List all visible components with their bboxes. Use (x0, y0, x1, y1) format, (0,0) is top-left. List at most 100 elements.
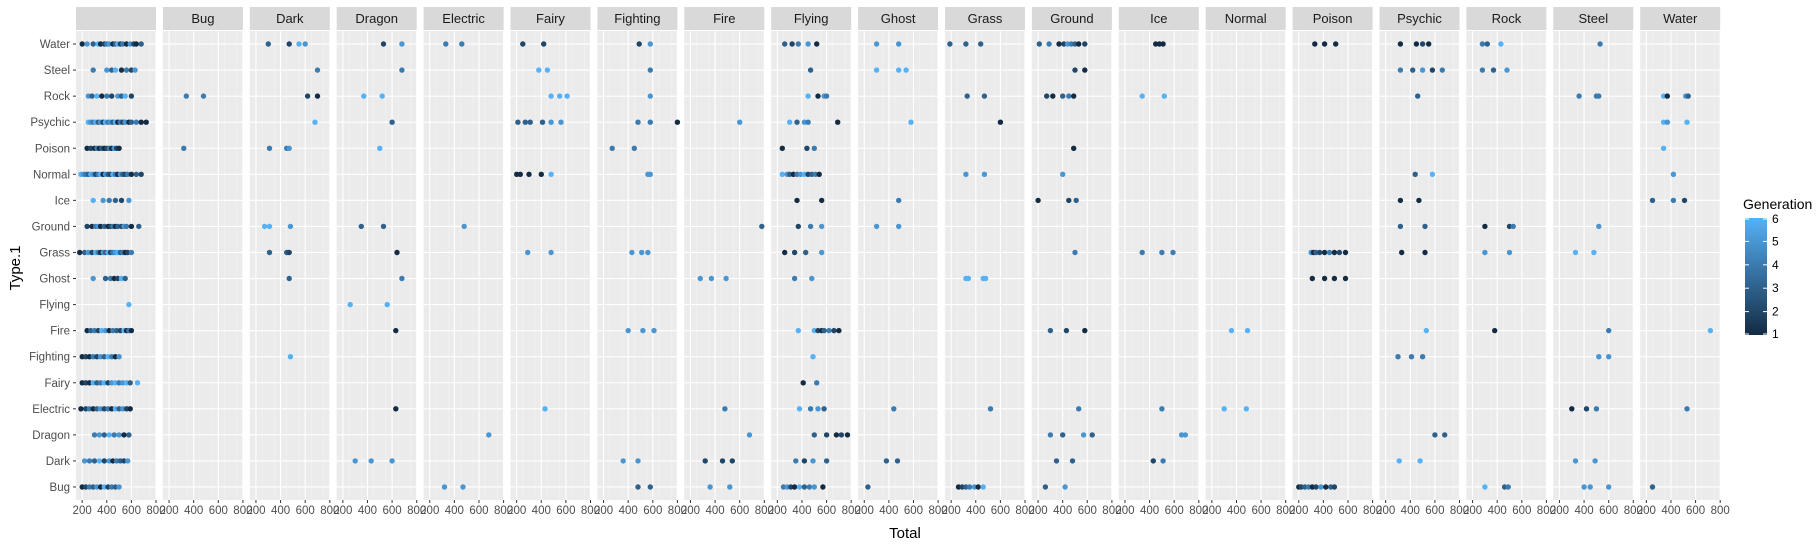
data-point (536, 67, 542, 73)
data-point (115, 223, 121, 230)
data-point (1150, 458, 1157, 464)
data-point (312, 119, 318, 125)
data-point (94, 406, 100, 412)
data-point (819, 249, 825, 256)
data-point (97, 380, 104, 386)
x-tick-label: 400 (532, 505, 551, 517)
data-point (1060, 93, 1066, 99)
data-point (379, 93, 385, 99)
data-point (1178, 432, 1185, 438)
data-point (121, 432, 127, 438)
data-point (86, 380, 93, 386)
data-point (90, 41, 96, 47)
data-point (79, 41, 85, 47)
data-point (1053, 458, 1060, 464)
facet-strip (1553, 7, 1634, 30)
x-tick-label: 200 (1289, 505, 1308, 517)
data-point (525, 249, 531, 256)
data-point (1331, 275, 1338, 282)
facet-strip-label: Flying (794, 11, 829, 26)
legend-label: 6 (1772, 212, 1779, 226)
data-point (746, 432, 753, 438)
data-point (393, 327, 399, 334)
x-tick-label: 400 (619, 505, 638, 517)
data-point (1413, 41, 1420, 47)
data-point (111, 432, 117, 438)
panel-background (336, 31, 417, 500)
data-point (1569, 406, 1575, 412)
panel-background (771, 31, 852, 500)
data-point (1429, 171, 1436, 177)
data-point (102, 275, 109, 282)
data-point (441, 484, 448, 490)
facet-panel-flying: Flying 200 400 600 800 (768, 7, 861, 517)
data-point (809, 275, 815, 282)
data-point (708, 275, 715, 282)
panel-background (597, 31, 678, 500)
facet-strip-label: Ground (1050, 11, 1093, 26)
data-point (286, 41, 292, 47)
data-point (823, 432, 830, 438)
data-point (101, 484, 108, 490)
data-point (1321, 249, 1328, 256)
data-point (123, 67, 130, 73)
data-point (125, 458, 131, 464)
data-point (116, 432, 122, 438)
data-point (558, 119, 564, 125)
data-point (1408, 354, 1415, 360)
data-point (113, 327, 120, 334)
points-poison (1296, 41, 1349, 490)
x-tick-label: 200 (855, 505, 874, 517)
data-point (394, 249, 400, 256)
data-point (84, 145, 90, 151)
data-point (1302, 484, 1308, 490)
data-point (640, 327, 646, 334)
data-point (143, 119, 149, 125)
data-point (635, 458, 641, 464)
data-point (796, 406, 803, 412)
data-point (110, 327, 116, 334)
y-tick-label: Grass (39, 247, 70, 259)
data-point (896, 41, 902, 47)
data-point (123, 223, 130, 230)
data-point (1397, 223, 1404, 230)
data-point (1312, 41, 1318, 47)
x-tick-label: 600 (1512, 505, 1531, 517)
data-point (981, 93, 988, 99)
data-point (639, 249, 645, 256)
data-point (779, 145, 785, 151)
x-tick-label: 400 (1401, 505, 1420, 517)
data-point (138, 171, 144, 177)
x-tick-label: 600 (296, 505, 315, 517)
data-point (787, 119, 793, 125)
data-point (1066, 93, 1072, 99)
x-tick-label: 800 (494, 505, 513, 517)
data-point (1419, 354, 1426, 360)
data-point (91, 458, 98, 464)
data-point (461, 223, 467, 230)
data-point (304, 93, 311, 99)
data-point (101, 432, 108, 438)
data-point (541, 41, 547, 47)
data-point (966, 484, 973, 490)
data-point (286, 249, 292, 256)
x-tick-label: 200 (768, 505, 787, 517)
data-point (517, 171, 523, 177)
data-point (1313, 249, 1319, 256)
data-point (1063, 327, 1070, 334)
x-tick-label: 200 (1637, 505, 1656, 517)
data-point (96, 432, 103, 438)
data-point (138, 119, 144, 125)
data-point (122, 93, 128, 99)
facet-strip-label: Fighting (614, 11, 660, 26)
data-point (873, 67, 880, 73)
data-point (1244, 327, 1251, 334)
panel-background (1292, 31, 1373, 500)
facet-panel-bug: Bug 200 400 600 800 (159, 7, 252, 517)
facet-strip-label: Fairy (536, 11, 565, 26)
data-point (609, 145, 615, 151)
data-point (1326, 249, 1333, 256)
x-tick-label: 200 (942, 505, 961, 517)
data-point (1044, 93, 1050, 99)
data-point (805, 119, 811, 125)
